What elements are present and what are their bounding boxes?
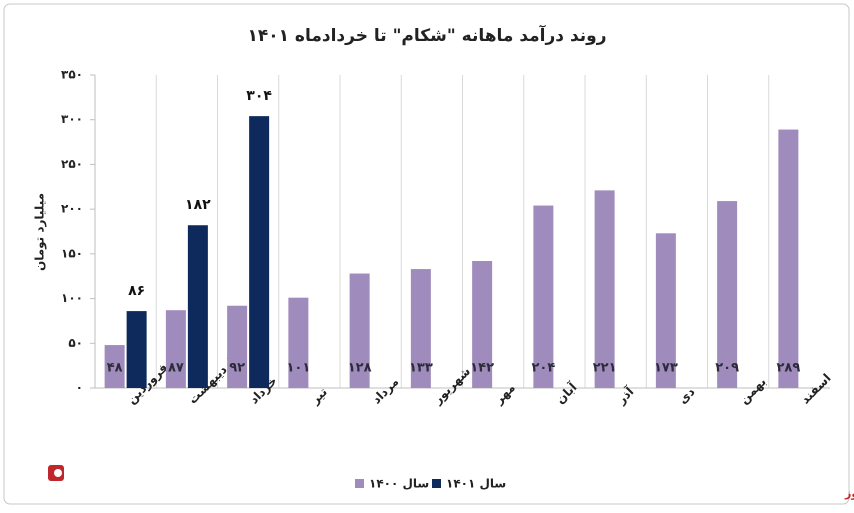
y-tick-label: ۳۰۰ <box>61 112 83 126</box>
value-label: ۱۲۸ <box>348 361 372 376</box>
source: بورس نیوز <box>844 487 854 500</box>
chart-frame <box>3 3 850 505</box>
logo <box>48 465 64 481</box>
value-label: ۱۳۳ <box>409 361 433 376</box>
bar <box>187 225 208 388</box>
value-label: ۲۸۹ <box>776 361 800 376</box>
value-label: ۱۸۲ <box>185 197 211 213</box>
value-label: ۲۲۱ <box>593 361 617 376</box>
value-label: ۳۰۴ <box>246 88 272 104</box>
bar <box>533 205 554 388</box>
bar <box>410 269 431 388</box>
bar <box>717 201 738 388</box>
value-label: ۱۰۱ <box>286 361 310 376</box>
bar <box>104 345 125 388</box>
bar <box>594 190 615 388</box>
y-tick-label: ۱۰۰ <box>61 291 83 305</box>
bar <box>126 311 147 388</box>
y-tick-label: ۰ <box>76 381 83 395</box>
value-label: ۱۷۳ <box>654 361 678 376</box>
value-label: ۲۰۹ <box>715 361 739 376</box>
bar <box>472 261 493 388</box>
bar <box>249 116 270 388</box>
y-tick-label: ۲۰۰ <box>61 202 83 216</box>
value-label: ۱۴۲ <box>470 361 494 376</box>
y-axis-label: میلیارد تومان <box>33 193 48 271</box>
legend-label: سال ۱۴۰۱ <box>446 477 506 491</box>
bar <box>288 297 309 388</box>
legend-label: سال ۱۴۰۰ <box>369 477 429 491</box>
value-label: ۸۶ <box>128 283 145 299</box>
legend-swatch <box>432 479 441 488</box>
chart-title: روند درآمد ماهانه "شکام" تا خردادماه ۱۴۰… <box>247 24 606 46</box>
value-label: ۹۲ <box>229 361 245 376</box>
bar <box>655 233 676 388</box>
bar <box>349 273 370 388</box>
y-tick-label: ۲۵۰ <box>61 157 83 171</box>
bar <box>165 310 186 388</box>
legend-swatch <box>355 479 364 488</box>
y-tick-label: ۵۰ <box>68 336 83 350</box>
value-label: ۲۰۴ <box>531 361 555 376</box>
value-label: ۴۸ <box>107 361 123 376</box>
bar <box>227 305 248 388</box>
bar <box>778 129 799 388</box>
value-label: ۸۷ <box>168 361 184 376</box>
y-tick-label: ۱۵۰ <box>61 246 83 260</box>
y-tick-label: ۳۵۰ <box>61 68 83 82</box>
